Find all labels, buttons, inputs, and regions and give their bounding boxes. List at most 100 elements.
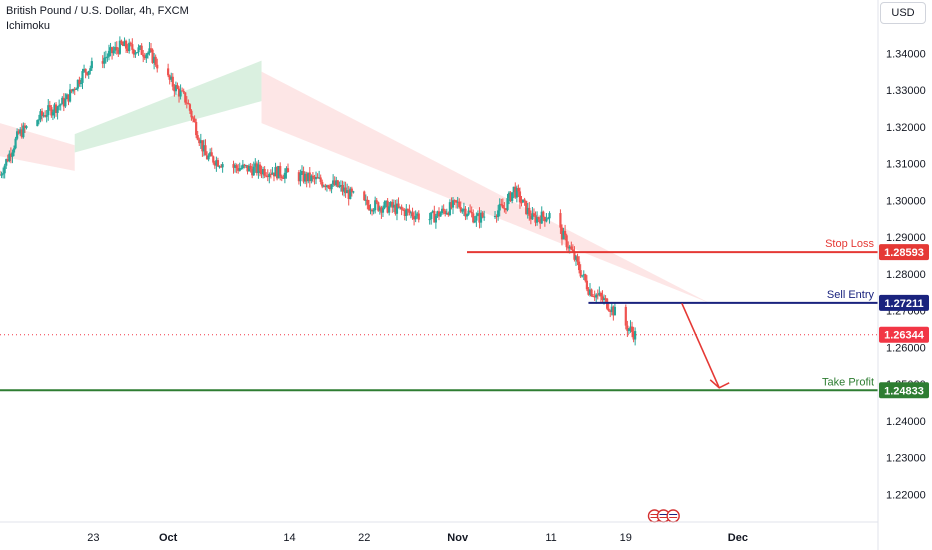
candle-body [173,86,176,92]
candle [120,39,123,45]
candle [375,197,378,205]
candle-body [198,139,201,144]
candle-body [352,191,355,193]
candle [377,201,380,212]
candle [124,39,128,53]
candle [221,162,224,173]
candle-body [316,177,319,179]
candle [458,198,461,209]
candle [280,174,283,182]
candle [202,139,206,157]
candle-body [501,204,504,209]
y-tick-label: 1.31000 [886,159,926,171]
candle [347,185,350,206]
candle [168,74,171,85]
candle [467,207,470,216]
candle [196,130,199,141]
candle-body [470,211,473,214]
candle [403,208,406,221]
candle-body [129,42,132,45]
candle-body [87,70,90,75]
candle [448,199,451,217]
candle-body [458,201,461,208]
candle-body [374,200,377,211]
candle [265,172,268,178]
candle [624,304,627,330]
candle [559,209,562,234]
candle-body [469,210,472,212]
candle [335,176,338,187]
candle-body [210,152,213,157]
candle [54,102,58,117]
candle-body [272,172,276,177]
uk-flag-icon [666,509,680,523]
candle [198,137,201,147]
candle-body [333,180,336,186]
candle [461,208,464,214]
candle [126,43,129,54]
candle-body [252,166,255,176]
candle-body [142,54,145,57]
candle [352,190,355,194]
candle [22,122,25,139]
candle [121,41,125,47]
candle [114,41,117,54]
candle-body [500,203,503,205]
candle [185,96,188,109]
economic-event-icon[interactable] [647,509,671,523]
candle-body [417,213,420,220]
candle-body [271,172,274,175]
candle [634,327,637,346]
candle-body [201,140,204,152]
candle [129,41,132,47]
candle [170,72,173,82]
candle [332,174,335,187]
candle-body [266,175,269,178]
candle [598,286,601,297]
candle [459,201,462,214]
candle-body [279,166,282,177]
candle-body [402,209,405,211]
y-tick-label: 1.23000 [886,453,926,465]
candle [36,119,39,127]
currency-button[interactable]: USD [880,2,926,24]
candle [73,87,76,96]
candle [394,199,397,216]
candle [531,206,534,220]
candle-body [347,190,350,200]
candle [391,199,394,213]
candle [514,182,517,199]
candle-body [167,68,170,76]
candle [521,199,525,203]
candle [249,162,252,173]
candle-body [106,56,109,58]
candle-body [511,192,514,201]
candle [191,115,195,123]
economic-event-icon[interactable] [666,509,680,523]
candle [626,320,629,338]
candle-body [246,165,249,172]
candle [599,291,603,303]
candle [156,58,159,73]
candle [543,216,546,227]
candle [305,171,308,188]
candle-body [327,185,330,188]
candle [596,289,599,300]
candle [2,167,5,179]
candle-body [120,40,123,44]
take-profit-price-badge: 1.24833 [879,382,929,399]
candle-body [380,207,383,213]
candle-body [339,184,343,186]
candle-body [274,167,277,177]
candle-body [370,209,374,212]
candle-body [195,121,198,136]
candle [232,160,235,174]
candle-body [61,97,64,105]
candle [601,290,604,303]
candle-body [132,49,135,55]
candle [578,256,581,274]
x-tick-label: 14 [283,532,295,544]
candle [310,174,313,184]
candle [517,184,520,197]
